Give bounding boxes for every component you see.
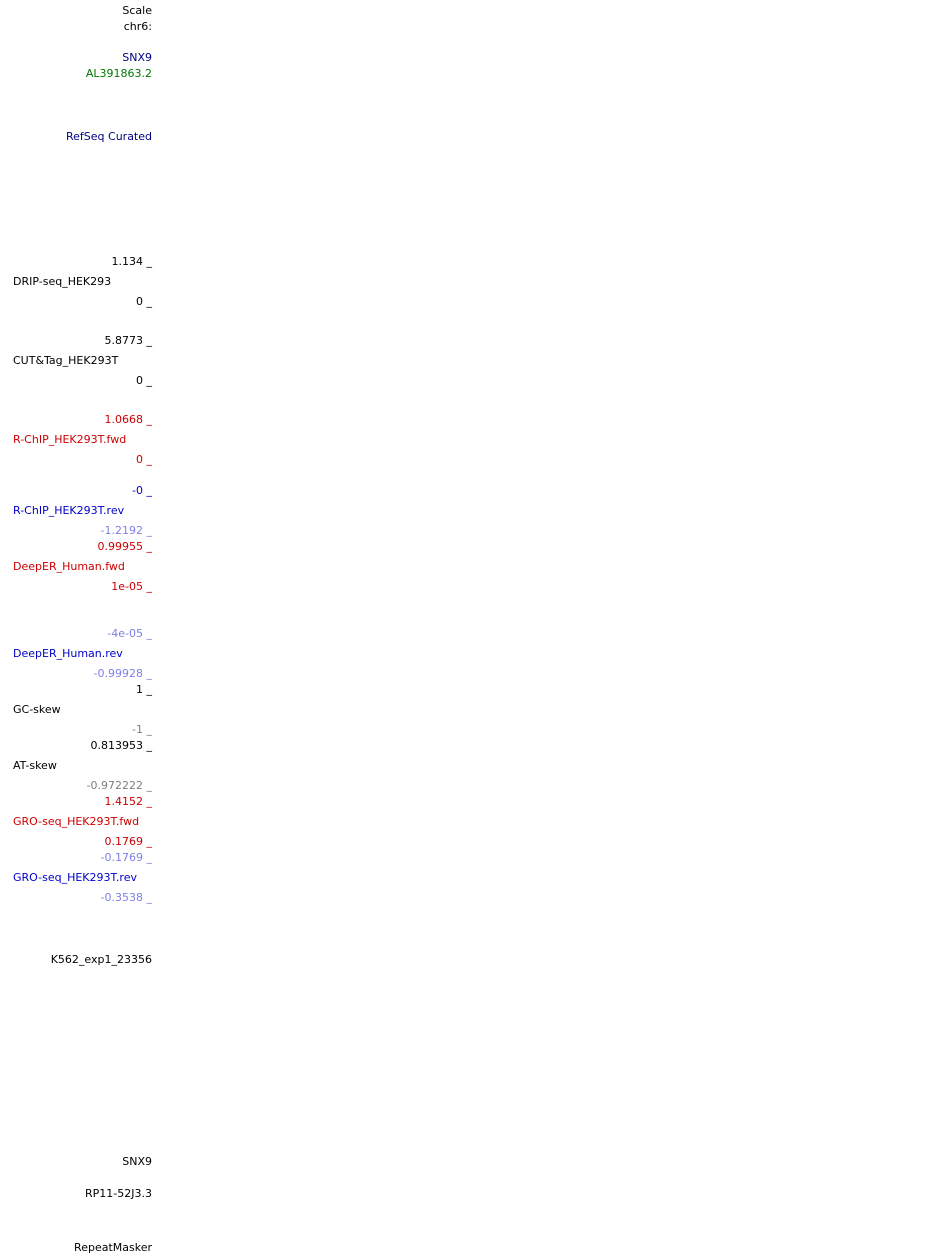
track-label-gc-skew[interactable]: GC-skew	[13, 703, 61, 716]
drip-max-label: 1.134 _	[111, 255, 153, 268]
deeper-fwd-max-label: 0.99955 _	[97, 540, 152, 553]
track-label-deeper-fwd[interactable]: DeepER_Human.fwd	[13, 560, 125, 573]
rchip-rev-min-label: -1.2192 _	[100, 524, 152, 537]
at-skew-min-label: -0.972222 _	[86, 779, 152, 792]
deeper-rev-min-label: -0.99928 _	[93, 667, 152, 680]
deeper-rev-max-label: -4e-05 _	[107, 627, 152, 640]
gene-label-snx9[interactable]: SNX9	[122, 51, 152, 64]
chromosome-label: chr6:	[123, 20, 152, 33]
track-label-rchip-fwd[interactable]: R-ChIP_HEK293T.fwd	[13, 433, 127, 446]
gro-fwd-max-label: 1.4152 _	[104, 795, 153, 808]
cuttag-min-label: 0 _	[136, 374, 152, 387]
gene-label-al391863[interactable]: AL391863.2	[85, 67, 152, 80]
gc-skew-max-label: 1 _	[136, 683, 152, 696]
gene-label-rp11[interactable]: RP11-52J3.3	[85, 1187, 152, 1200]
gene-label-snx9-bottom[interactable]: SNX9	[122, 1155, 152, 1168]
track-label-k562[interactable]: K562_exp1_23356	[50, 953, 152, 966]
track-label-gro-rev[interactable]: GRO-seq_HEK293T.rev	[13, 871, 137, 884]
rchip-fwd-min-label: 0 _	[136, 453, 152, 466]
cuttag-max-label: 5.8773 _	[104, 334, 153, 347]
track-label-cuttag[interactable]: CUT&Tag_HEK293T	[13, 354, 119, 367]
scale-label: Scale	[122, 4, 152, 17]
track-label-drip-seq[interactable]: DRIP-seq_HEK293	[13, 275, 112, 288]
track-label-at-skew[interactable]: AT-skew	[13, 759, 57, 772]
gc-skew-min-label: -1 _	[132, 723, 152, 736]
track-label-repeatmasker[interactable]: RepeatMasker	[74, 1241, 152, 1254]
gro-rev-max-label: -0.1769 _	[100, 851, 152, 864]
drip-min-label: 0 _	[136, 295, 152, 308]
at-skew-max-label: 0.813953 _	[90, 739, 152, 752]
rchip-fwd-max-label: 1.0668 _	[104, 413, 153, 426]
track-label-refseq[interactable]: RefSeq Curated	[66, 130, 152, 143]
gro-rev-min-label: -0.3538 _	[100, 891, 152, 904]
rchip-rev-max-label: -0 _	[132, 484, 152, 497]
track-label-rchip-rev[interactable]: R-ChIP_HEK293T.rev	[13, 504, 125, 517]
track-label-deeper-rev[interactable]: DeepER_Human.rev	[13, 647, 123, 660]
track-label-gro-fwd[interactable]: GRO-seq_HEK293T.fwd	[13, 815, 140, 828]
gro-fwd-min-label: 0.1769 _	[104, 835, 153, 848]
deeper-fwd-min-label: 1e-05 _	[111, 580, 152, 593]
